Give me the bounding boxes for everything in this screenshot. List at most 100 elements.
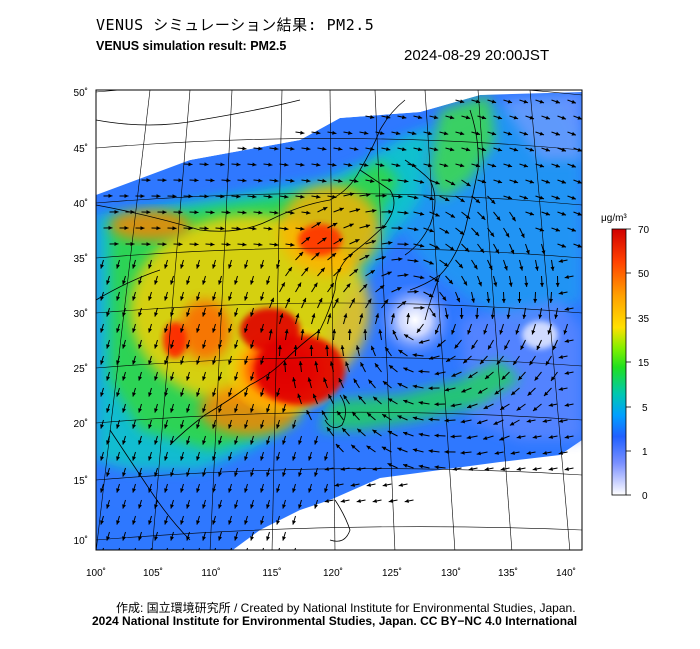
wind-vector-head <box>381 446 387 451</box>
wind-vector-head <box>293 345 298 349</box>
wind-vector-head <box>429 228 434 233</box>
graticule <box>96 90 582 550</box>
lon-label-120: 120˚ <box>323 567 343 579</box>
wind-vector-head <box>140 194 145 199</box>
wind-vector-head <box>138 504 142 509</box>
wind-vector-head <box>266 472 270 477</box>
wind-vector-head <box>180 424 184 429</box>
wind-vector-head <box>388 178 393 183</box>
wind-vector-head <box>398 257 403 262</box>
wind-vector-head <box>491 99 497 104</box>
wind-vector-head <box>306 146 311 151</box>
wind-vector-head <box>202 280 206 285</box>
wind-vector-head <box>365 224 371 229</box>
wind-vector-head <box>519 266 524 271</box>
wind-vector-head <box>100 520 104 525</box>
wind-vector-head <box>367 412 372 417</box>
wind-vector-head <box>545 211 550 216</box>
wind-vector-head <box>434 402 439 407</box>
wind-vector-head <box>186 504 190 509</box>
wind-vector-head <box>354 147 359 151</box>
wind-vector-head <box>577 115 582 120</box>
wind-vector-head <box>355 239 360 243</box>
wind-vector-head <box>348 253 353 258</box>
wind-vector-head <box>506 314 511 319</box>
wind-vector-head <box>116 552 120 556</box>
wind-vector-head <box>268 194 273 199</box>
wind-vector-head <box>122 312 126 317</box>
wind-vector-head <box>483 436 488 440</box>
wind-vector-head <box>114 210 119 214</box>
wind-vector-head <box>154 536 158 541</box>
wind-vector-head <box>552 345 557 350</box>
wind-vector-head <box>322 207 328 211</box>
wind-vector-head <box>379 285 385 290</box>
wind-vector-head <box>534 376 539 381</box>
wind-vector-head <box>132 488 136 493</box>
wind-vector-head <box>106 440 110 445</box>
wind-vector-head <box>448 279 453 285</box>
wind-vector-head <box>268 162 273 167</box>
wind-vector-head <box>276 264 280 269</box>
wind-vector <box>134 547 136 550</box>
wind-vector-head <box>258 178 263 183</box>
wind-vector-head <box>332 194 337 199</box>
wind-vector-head <box>434 465 439 470</box>
wind-vector-head <box>315 252 320 257</box>
wind-vector-head <box>292 552 296 556</box>
wind-vector-head <box>471 298 475 303</box>
wind-vector-head <box>284 194 289 199</box>
wind-vector-head <box>188 162 193 167</box>
lat-label-10: 10˚ <box>74 535 88 547</box>
wind-vector-head <box>497 179 503 184</box>
wind-vector-head <box>501 298 506 303</box>
wind-vector-head <box>313 282 318 288</box>
wind-vector-head <box>481 115 487 120</box>
wind-vector-head <box>433 115 439 120</box>
wind-vector-head <box>260 360 264 365</box>
wind-vector-head <box>544 391 549 396</box>
wind-vector-head <box>561 179 566 184</box>
wind-vector-head <box>266 280 270 285</box>
wind-vector-head <box>516 467 521 471</box>
wind-vector-head <box>335 444 341 449</box>
wind-vector-head <box>554 314 559 319</box>
wind-vector-head <box>244 328 248 333</box>
wind-vector-head <box>452 467 457 471</box>
wind-vector-head <box>481 147 487 152</box>
wind-vector-head <box>401 147 407 152</box>
wind-vector-head <box>356 499 361 503</box>
wind-vector-head <box>465 115 471 120</box>
colorbar-tick-5: 5 <box>642 403 648 414</box>
wind-vector-head <box>132 296 136 301</box>
lon-label-110: 110˚ <box>201 567 220 579</box>
wind-vector-head <box>154 344 158 349</box>
wind-vector-head <box>332 223 338 227</box>
wind-vector-head <box>242 210 247 215</box>
wind-vector-head <box>465 214 471 219</box>
wind-vector-head <box>561 115 566 120</box>
wind-vector-head <box>508 282 513 287</box>
wind-vector-head <box>577 179 582 184</box>
wind-vector-head <box>338 238 343 243</box>
wind-vector-head <box>300 162 305 167</box>
wind-vector-head <box>564 339 569 343</box>
wind-vector-head <box>236 194 241 199</box>
wind-vector-head <box>186 472 190 477</box>
wind-vector-head <box>516 435 521 439</box>
wind-vector-head <box>444 387 450 392</box>
wind-vector-head <box>276 488 280 493</box>
wind-vector-head <box>164 424 168 429</box>
wind-vector-head <box>320 267 325 273</box>
wind-vector-head <box>437 343 442 348</box>
wind-vector-head <box>532 435 537 439</box>
wind-vector <box>102 547 104 550</box>
wind-vector-head <box>244 360 248 365</box>
wind-vector-head <box>314 440 318 445</box>
wind-vector-head <box>154 472 158 477</box>
wind-vector-head <box>212 296 216 301</box>
wind-vector-head <box>348 162 353 167</box>
wind-vector-head <box>100 488 104 493</box>
wind-vector-head <box>484 467 489 471</box>
wind-vector-head <box>577 211 582 216</box>
